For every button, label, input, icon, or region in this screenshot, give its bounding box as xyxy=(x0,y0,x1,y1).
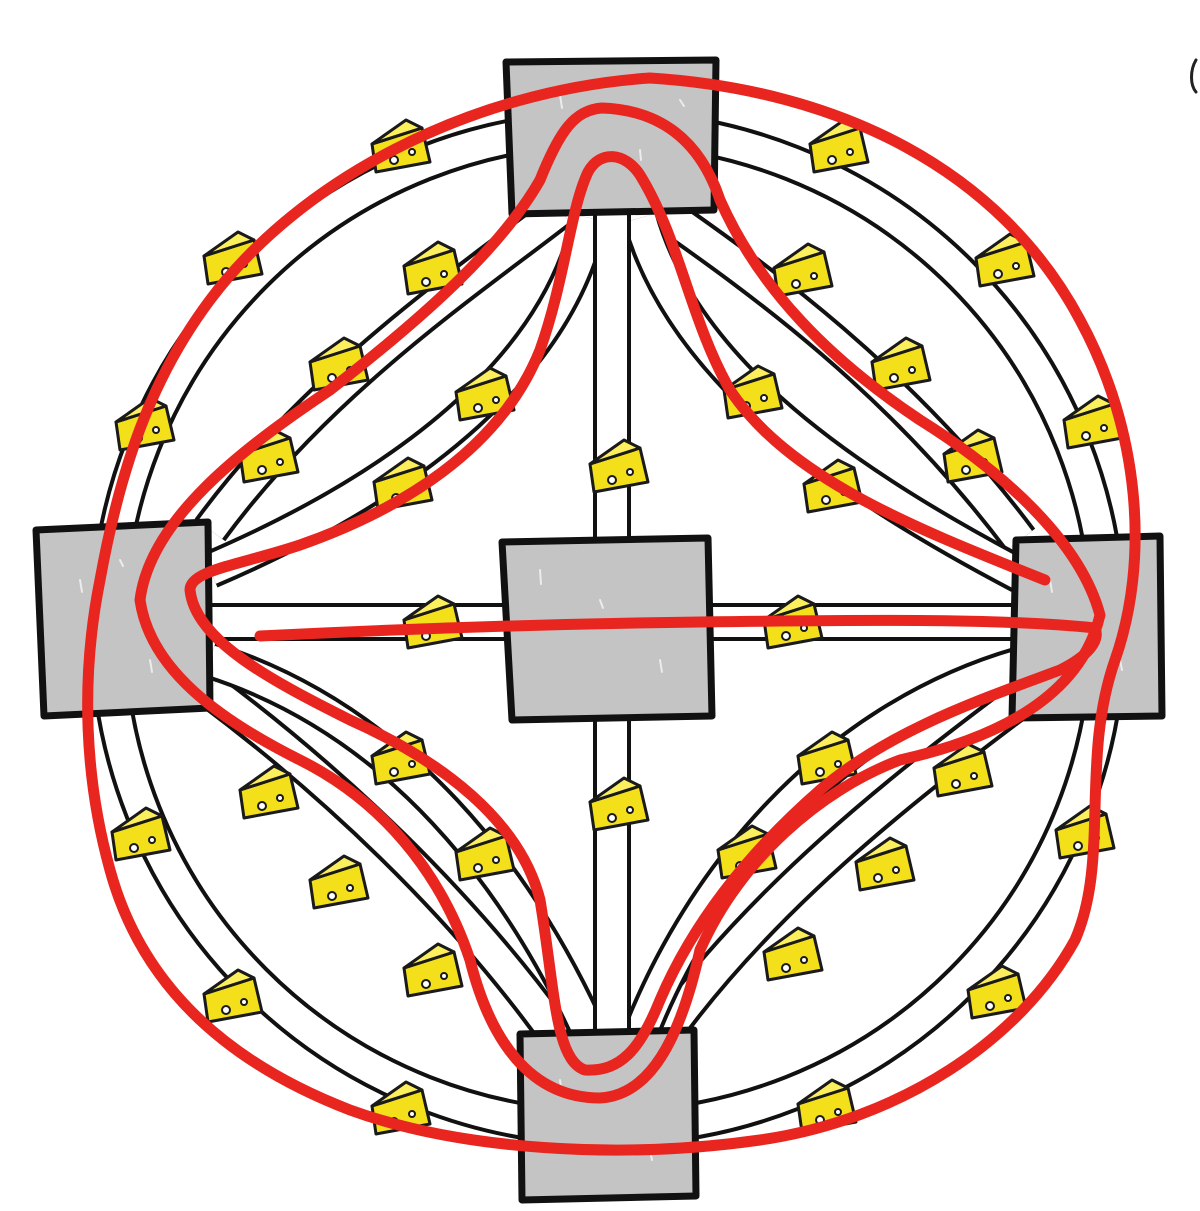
red-route-inner-loop xyxy=(134,102,1106,1104)
cheese-icon xyxy=(238,764,300,820)
cheese-icon xyxy=(762,926,824,982)
edge-mark xyxy=(1190,58,1198,94)
cheese-icon xyxy=(870,336,932,392)
cheese-icon xyxy=(796,730,858,786)
cheese-icon xyxy=(588,438,650,494)
cheese-icon xyxy=(402,942,464,998)
cheese-icon xyxy=(402,240,464,296)
cheese-icon xyxy=(808,118,870,174)
cheese-icon xyxy=(110,806,172,862)
cheese-icon xyxy=(308,854,370,910)
cheese-icon xyxy=(588,776,650,832)
cheese-icon xyxy=(454,826,516,882)
cheese-icon xyxy=(772,242,834,298)
red-route-strokes xyxy=(82,72,1141,1156)
cheese-icon xyxy=(238,428,300,484)
cheese-icon xyxy=(854,836,916,892)
cheese-icon xyxy=(966,964,1028,1020)
cheese-icon xyxy=(202,968,264,1024)
room-top xyxy=(502,56,720,218)
room-bottom xyxy=(516,1026,700,1204)
cheese-icon xyxy=(932,742,994,798)
cheese-icon xyxy=(454,366,516,422)
red-route-outer-loop xyxy=(82,72,1141,1156)
red-route-diamond xyxy=(184,151,1102,1076)
